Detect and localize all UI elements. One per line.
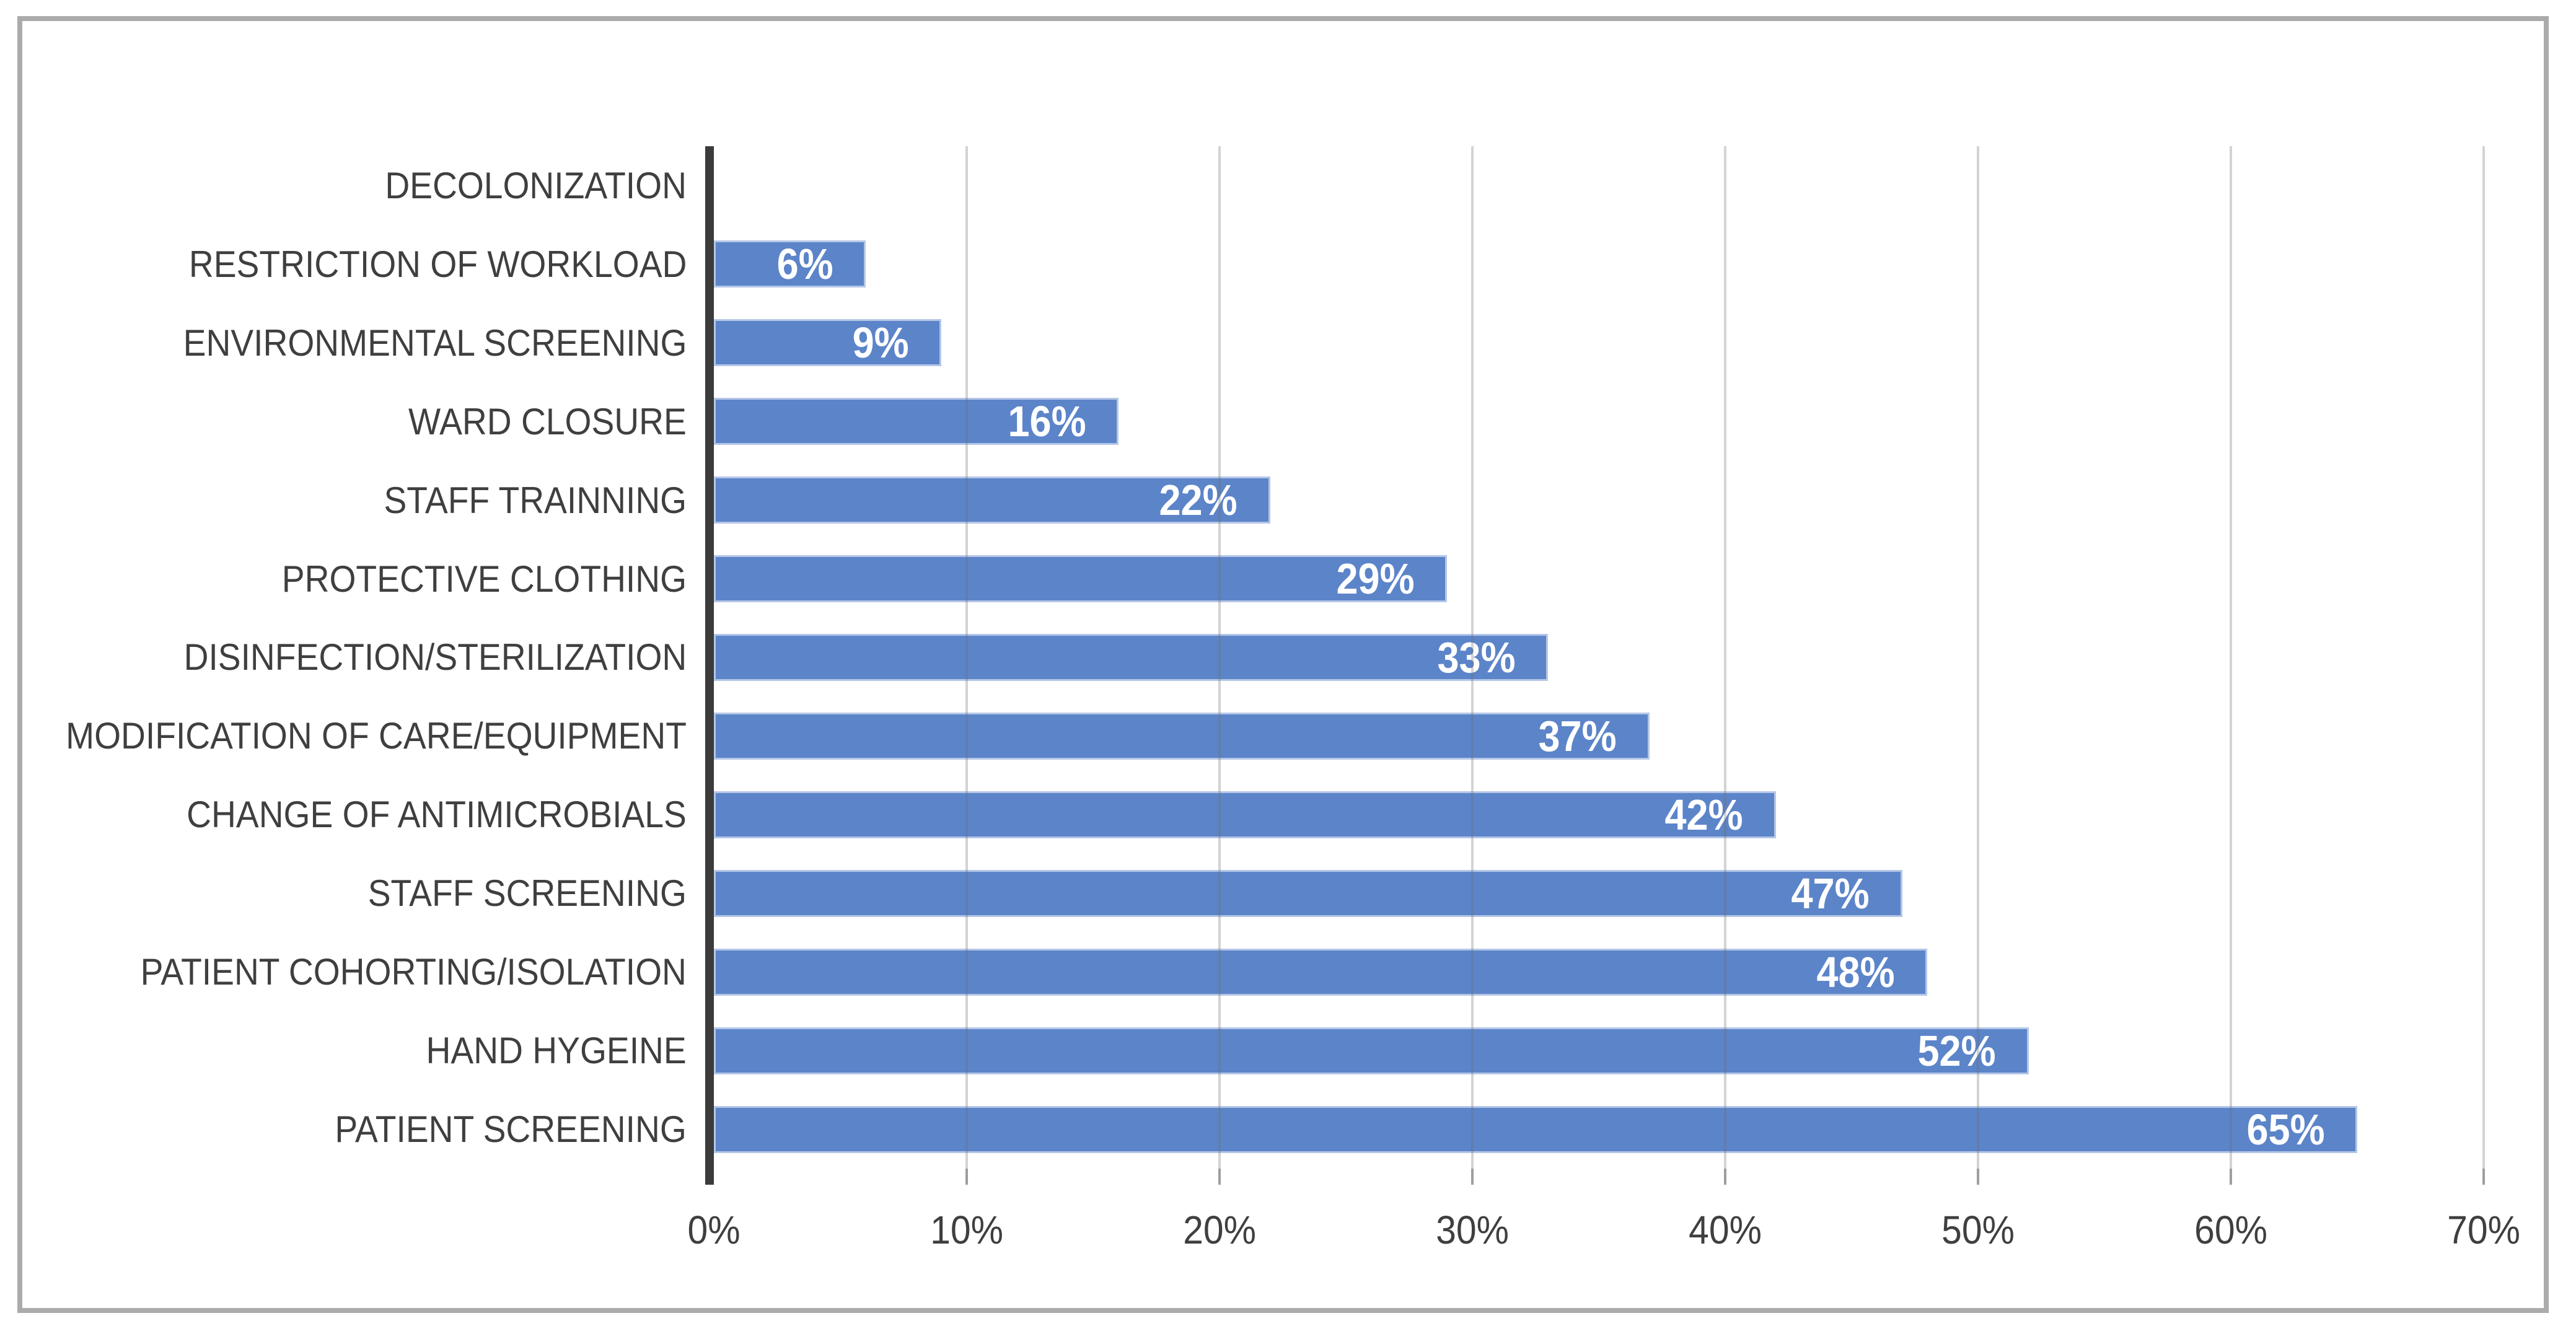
bar-value-label: 29% [1336,555,1415,604]
x-axis-label: 40% [1689,1208,1762,1252]
gridline [2230,146,2232,1169]
bar-value-label: 48% [1816,947,1895,996]
bar-value-label: 22% [1159,476,1238,525]
category-label: PATIENT COHORTING/ISOLATION [140,951,687,993]
bar-value-label: 33% [1437,633,1516,682]
gridline [1218,146,1221,1169]
bar-value-label: 9% [852,318,909,367]
x-axis-label: 10% [930,1208,1003,1252]
bar-row: 42% [714,775,2484,854]
bar: 33% [714,633,1549,682]
x-axis-tick [1471,1169,1474,1185]
x-axis-label: 20% [1183,1208,1256,1252]
x-axis-label: 0% [687,1208,741,1252]
bar: 42% [714,790,1776,839]
bar-row [714,146,2484,225]
x-axis-tick [965,1169,968,1185]
gridline [2482,146,2485,1169]
category-label: WARD CLOSURE [408,400,687,442]
gridline [1471,146,1474,1169]
bar-row: 29% [714,540,2484,618]
category-label: DECOLONIZATION [385,164,687,206]
bar: 22% [714,476,1270,524]
category-label: DISINFECTION/STERILIZATION [183,636,687,678]
x-axis-tick [1218,1169,1221,1185]
bar-value-label: 52% [1917,1026,1997,1075]
plot-area: 6% 9% 16% 22% 29% 33% 37% 42% [705,146,2485,1185]
bar: 6% [714,240,866,288]
gridline [965,146,968,1169]
category-label: RESTRICTION OF WORKLOAD [188,243,687,285]
bar-row: 47% [714,854,2484,933]
x-axis-labels: 0% 10% 20% 30% 40% 50% 60% 70% [687,1207,2520,1263]
bar-row: 48% [714,933,2484,1011]
bar-value-label: 6% [776,240,833,289]
category-label: ENVIRONMENTAL SCREENING [183,322,687,364]
bar-row: 22% [714,461,2484,540]
gridline [1977,146,1979,1169]
x-axis-label: 60% [2194,1208,2267,1252]
bar-row: 65% [714,1090,2484,1169]
x-axis-tick [1724,1169,1726,1185]
x-axis-tick [1977,1169,1979,1185]
bar-row: 6% [714,225,2484,304]
bar-row: 37% [714,696,2484,775]
bar: 9% [714,318,942,367]
bar-value-label: 47% [1791,869,1870,918]
bar-value-label: 65% [2246,1105,2325,1154]
bar-row: 9% [714,304,2484,382]
category-label: STAFF SCREENING [367,872,687,915]
bar-rows: 6% 9% 16% 22% 29% 33% 37% 42% [714,146,2484,1169]
category-labels: DECOLONIZATION RESTRICTION OF WORKLOAD E… [22,146,687,1169]
x-axis-tick [2230,1169,2232,1185]
x-axis-label: 30% [1436,1208,1509,1252]
bar-row: 52% [714,1011,2484,1090]
bar: 16% [714,397,1119,446]
bar-value-label: 37% [1538,711,1617,760]
bar: 29% [714,555,1448,604]
category-label: HAND HYGEINE [426,1030,687,1072]
bar: 52% [714,1026,2029,1075]
bar: 47% [714,869,1902,918]
x-axis-tick [2482,1169,2485,1185]
bar-value-label: 42% [1664,790,1744,839]
category-label: STAFF TRAINNING [384,479,687,521]
bar: 37% [714,711,1650,760]
bar-row: 16% [714,382,2484,461]
x-axis-label: 50% [1941,1208,2015,1252]
category-label: CHANGE OF ANTIMICROBIALS [187,794,687,836]
bar-value-label: 16% [1008,397,1086,446]
category-label: PROTECTIVE CLOTHING [281,558,687,600]
y-axis-line [705,146,714,1185]
bar-row: 33% [714,618,2484,697]
category-label: MODIFICATION OF CARE/EQUIPMENT [66,715,687,757]
category-label: PATIENT SCREENING [335,1109,687,1151]
bar: 65% [714,1105,2357,1154]
gridline [1724,146,1726,1169]
bar: 48% [714,947,1928,996]
x-axis-label: 70% [2447,1208,2520,1252]
